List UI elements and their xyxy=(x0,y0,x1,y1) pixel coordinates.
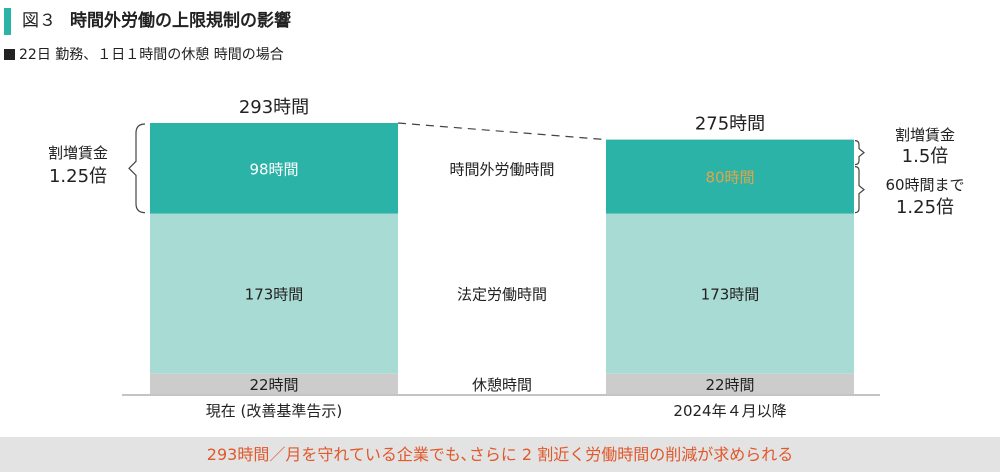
right-bottom-annotation-line2: 1.25倍 xyxy=(896,197,954,218)
bar-label-overtime-1: 98時間 xyxy=(249,160,298,178)
right-top-annotation-line1: 割増賃金 xyxy=(895,126,955,144)
bar-label-statutory-1: 173時間 xyxy=(245,286,304,304)
square-bullet-icon xyxy=(4,49,15,60)
segment-name-statutory: 法定労働時間 xyxy=(457,286,547,304)
bar-statutory-2 xyxy=(606,213,854,374)
figure-title: 図３ 時間外労働の上限規制の影響 xyxy=(22,6,291,31)
right-bottom-annotation-line1: 60時間まで xyxy=(885,176,964,194)
segment-name-overtime: 時間外労働時間 xyxy=(449,160,554,178)
footer-banner: 293時間／月を守れている企業でも､さらに 2 割近く労働時間の削減が求められる xyxy=(0,437,1000,472)
figure-label: 図３ xyxy=(22,11,56,31)
left-bracket xyxy=(128,123,146,214)
bar-rest-1 xyxy=(150,373,398,394)
total-label-1: 293時間 xyxy=(239,97,309,118)
figure-subtitle: 22日 勤務、１日１時間の休憩 時間の場合 xyxy=(4,44,284,64)
bar-overtime-1 xyxy=(150,123,398,214)
total-label-2: 275時間 xyxy=(695,114,765,135)
right-bracket-top xyxy=(854,140,865,166)
segment-name-rest: 休憩時間 xyxy=(472,376,532,394)
bar-statutory-1 xyxy=(150,213,398,374)
category-label-2: 2024年４月以降 xyxy=(673,402,786,420)
left-annotation-line1: 割増賃金 xyxy=(48,144,108,162)
bar-label-statutory-2: 173時間 xyxy=(701,286,760,304)
bar-label-overtime-2: 80時間 xyxy=(705,169,754,187)
right-bracket-bottom xyxy=(854,166,865,214)
figure-title-text: 時間外労働の上限規制の影響 xyxy=(70,11,291,31)
bar-label-rest-1: 22時間 xyxy=(249,376,298,394)
category-label-1: 現在 (改善基準告示) xyxy=(206,402,342,420)
dashed-connector-line xyxy=(397,122,607,141)
bar-label-rest-2: 22時間 xyxy=(705,376,754,394)
bar-rest-2 xyxy=(606,373,854,394)
left-annotation-line2: 1.25倍 xyxy=(49,166,107,187)
right-top-annotation-line2: 1.5倍 xyxy=(902,146,949,167)
bar-overtime-2 xyxy=(606,139,854,214)
footer-text: 293時間／月を守れている企業でも､さらに 2 割近く労働時間の削減が求められる xyxy=(206,445,794,464)
subtitle-text: 22日 勤務、１日１時間の休憩 時間の場合 xyxy=(19,47,284,63)
title-accent-bar xyxy=(4,8,11,35)
